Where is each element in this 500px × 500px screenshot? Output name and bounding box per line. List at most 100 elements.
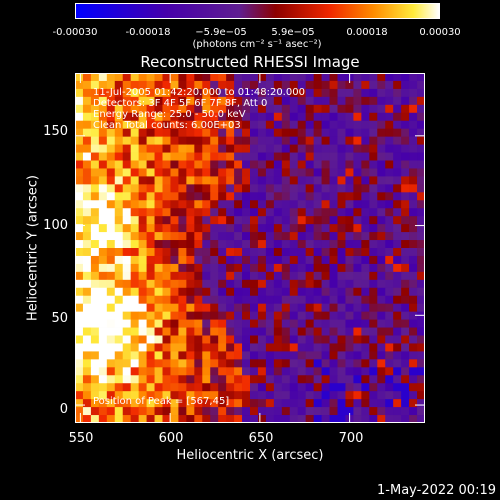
heatmap-cell [194,80,203,90]
heatmap-cell [218,279,227,289]
heatmap-cell [154,383,163,392]
heatmap-cell [401,327,410,336]
heatmap-cell [385,391,394,400]
heatmap-cell [417,96,426,106]
heatmap-cell [162,295,171,305]
heatmap-cell [417,152,426,161]
heatmap-cell [82,224,92,233]
heatmap-cell [369,112,378,122]
heatmap-cell [289,335,299,344]
heatmap-cell [226,240,235,249]
heatmap-cell [353,176,362,185]
heatmap-cell [401,96,410,106]
heatmap-cell [178,303,187,313]
heatmap-cell [329,415,338,424]
heatmap-cell [162,112,171,122]
heatmap-cell [210,359,219,368]
heatmap-cell [90,120,100,130]
heatmap-cell [138,112,147,122]
heatmap-cell [321,391,330,400]
heatmap-cell [170,168,179,177]
heatmap-cell [82,287,92,297]
heatmap-cell [162,104,171,114]
heatmap-cell [186,327,195,336]
heatmap-cell [146,415,155,424]
heatmap-cell [130,80,140,90]
heatmap-cell [194,311,203,320]
heatmap-cell [218,160,227,169]
heatmap-cell [75,248,84,257]
heatmap-cell [393,184,402,193]
heatmap-cell [218,399,227,408]
heatmap-cell [385,192,394,201]
heatmap-cell [234,88,243,98]
heatmap-cell [154,279,163,289]
heatmap-cell [329,184,338,193]
heatmap-cell [194,351,203,360]
heatmap-cell [90,248,100,257]
heatmap-cell [377,335,386,344]
heatmap-cell [265,343,275,352]
heatmap-cell [369,80,378,90]
heatmap-cell [409,120,418,130]
heatmap-cell [242,407,251,416]
heatmap-cell [130,96,140,106]
heatmap-cell [297,80,307,90]
heatmap-cell [281,391,291,400]
heatmap-cell [281,271,291,281]
heatmap-cell [289,311,299,320]
heatmap-cell [186,152,195,161]
heatmap-cell [377,295,386,305]
heatmap-cell [130,144,140,153]
heatmap-cell [218,415,227,424]
heatmap-cell [178,224,187,233]
heatmap-cell [385,383,394,392]
heatmap-cell [234,327,243,336]
heatmap-cell [98,104,108,114]
heatmap-cell [194,287,203,297]
heatmap-cell [337,335,346,344]
heatmap-cell [75,343,84,352]
heatmap-cell [361,279,370,289]
heatmap-cell [234,128,243,138]
heatmap-cell [273,383,283,392]
heatmap-cell [242,351,251,360]
heatmap-cell [114,295,124,305]
heatmap-cell [90,200,100,209]
heatmap-cell [178,271,187,281]
heatmap-cell [417,255,426,265]
heatmap-cell [289,415,299,424]
heatmap-cell [218,303,227,313]
heatmap-cell [75,144,84,153]
heatmap-cell [321,319,330,328]
heatmap-cell [194,343,203,352]
heatmap-cell [210,248,219,257]
heatmap-cell [178,192,187,201]
heatmap-cell [297,200,307,209]
heatmap-cell [417,415,426,424]
plot-area: 11-Jul-2005 01:42:20.000 to 01:48:20.000… [75,73,426,424]
heatmap-cell [345,399,354,408]
heatmap-cell [210,407,219,416]
heatmap-cell [353,96,362,106]
heatmap-cell [273,255,283,265]
heatmap-cell [170,120,179,130]
heatmap-cell [401,351,410,360]
heatmap-cell [337,144,346,153]
heatmap-cell [122,359,132,368]
heatmap-cell [178,216,187,225]
heatmap-cell [257,375,267,384]
heatmap-cell [170,208,179,217]
heatmap-cell [114,303,124,313]
heatmap-cell [130,120,140,130]
heatmap-cell [210,128,219,138]
heatmap-cell [361,295,370,305]
heatmap-cell [257,367,267,376]
heatmap-cell [170,224,179,233]
heatmap-cell [202,184,211,193]
heatmap-cell [393,96,402,106]
heatmap-cell [226,136,235,145]
heatmap-cell [273,279,283,289]
heatmap-cell [401,359,410,368]
heatmap-cell [385,375,394,384]
